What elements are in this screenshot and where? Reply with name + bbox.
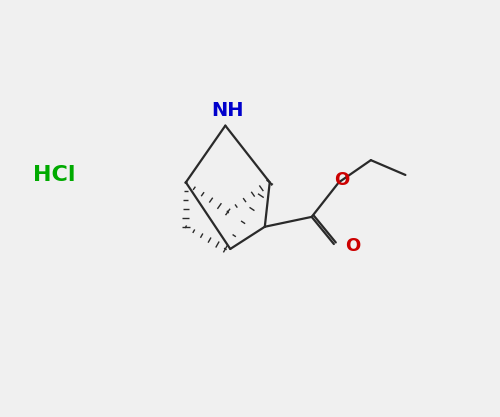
- Text: NH: NH: [212, 100, 244, 120]
- Text: O: O: [344, 238, 360, 256]
- Text: O: O: [334, 171, 349, 189]
- Text: HCl: HCl: [33, 165, 76, 185]
